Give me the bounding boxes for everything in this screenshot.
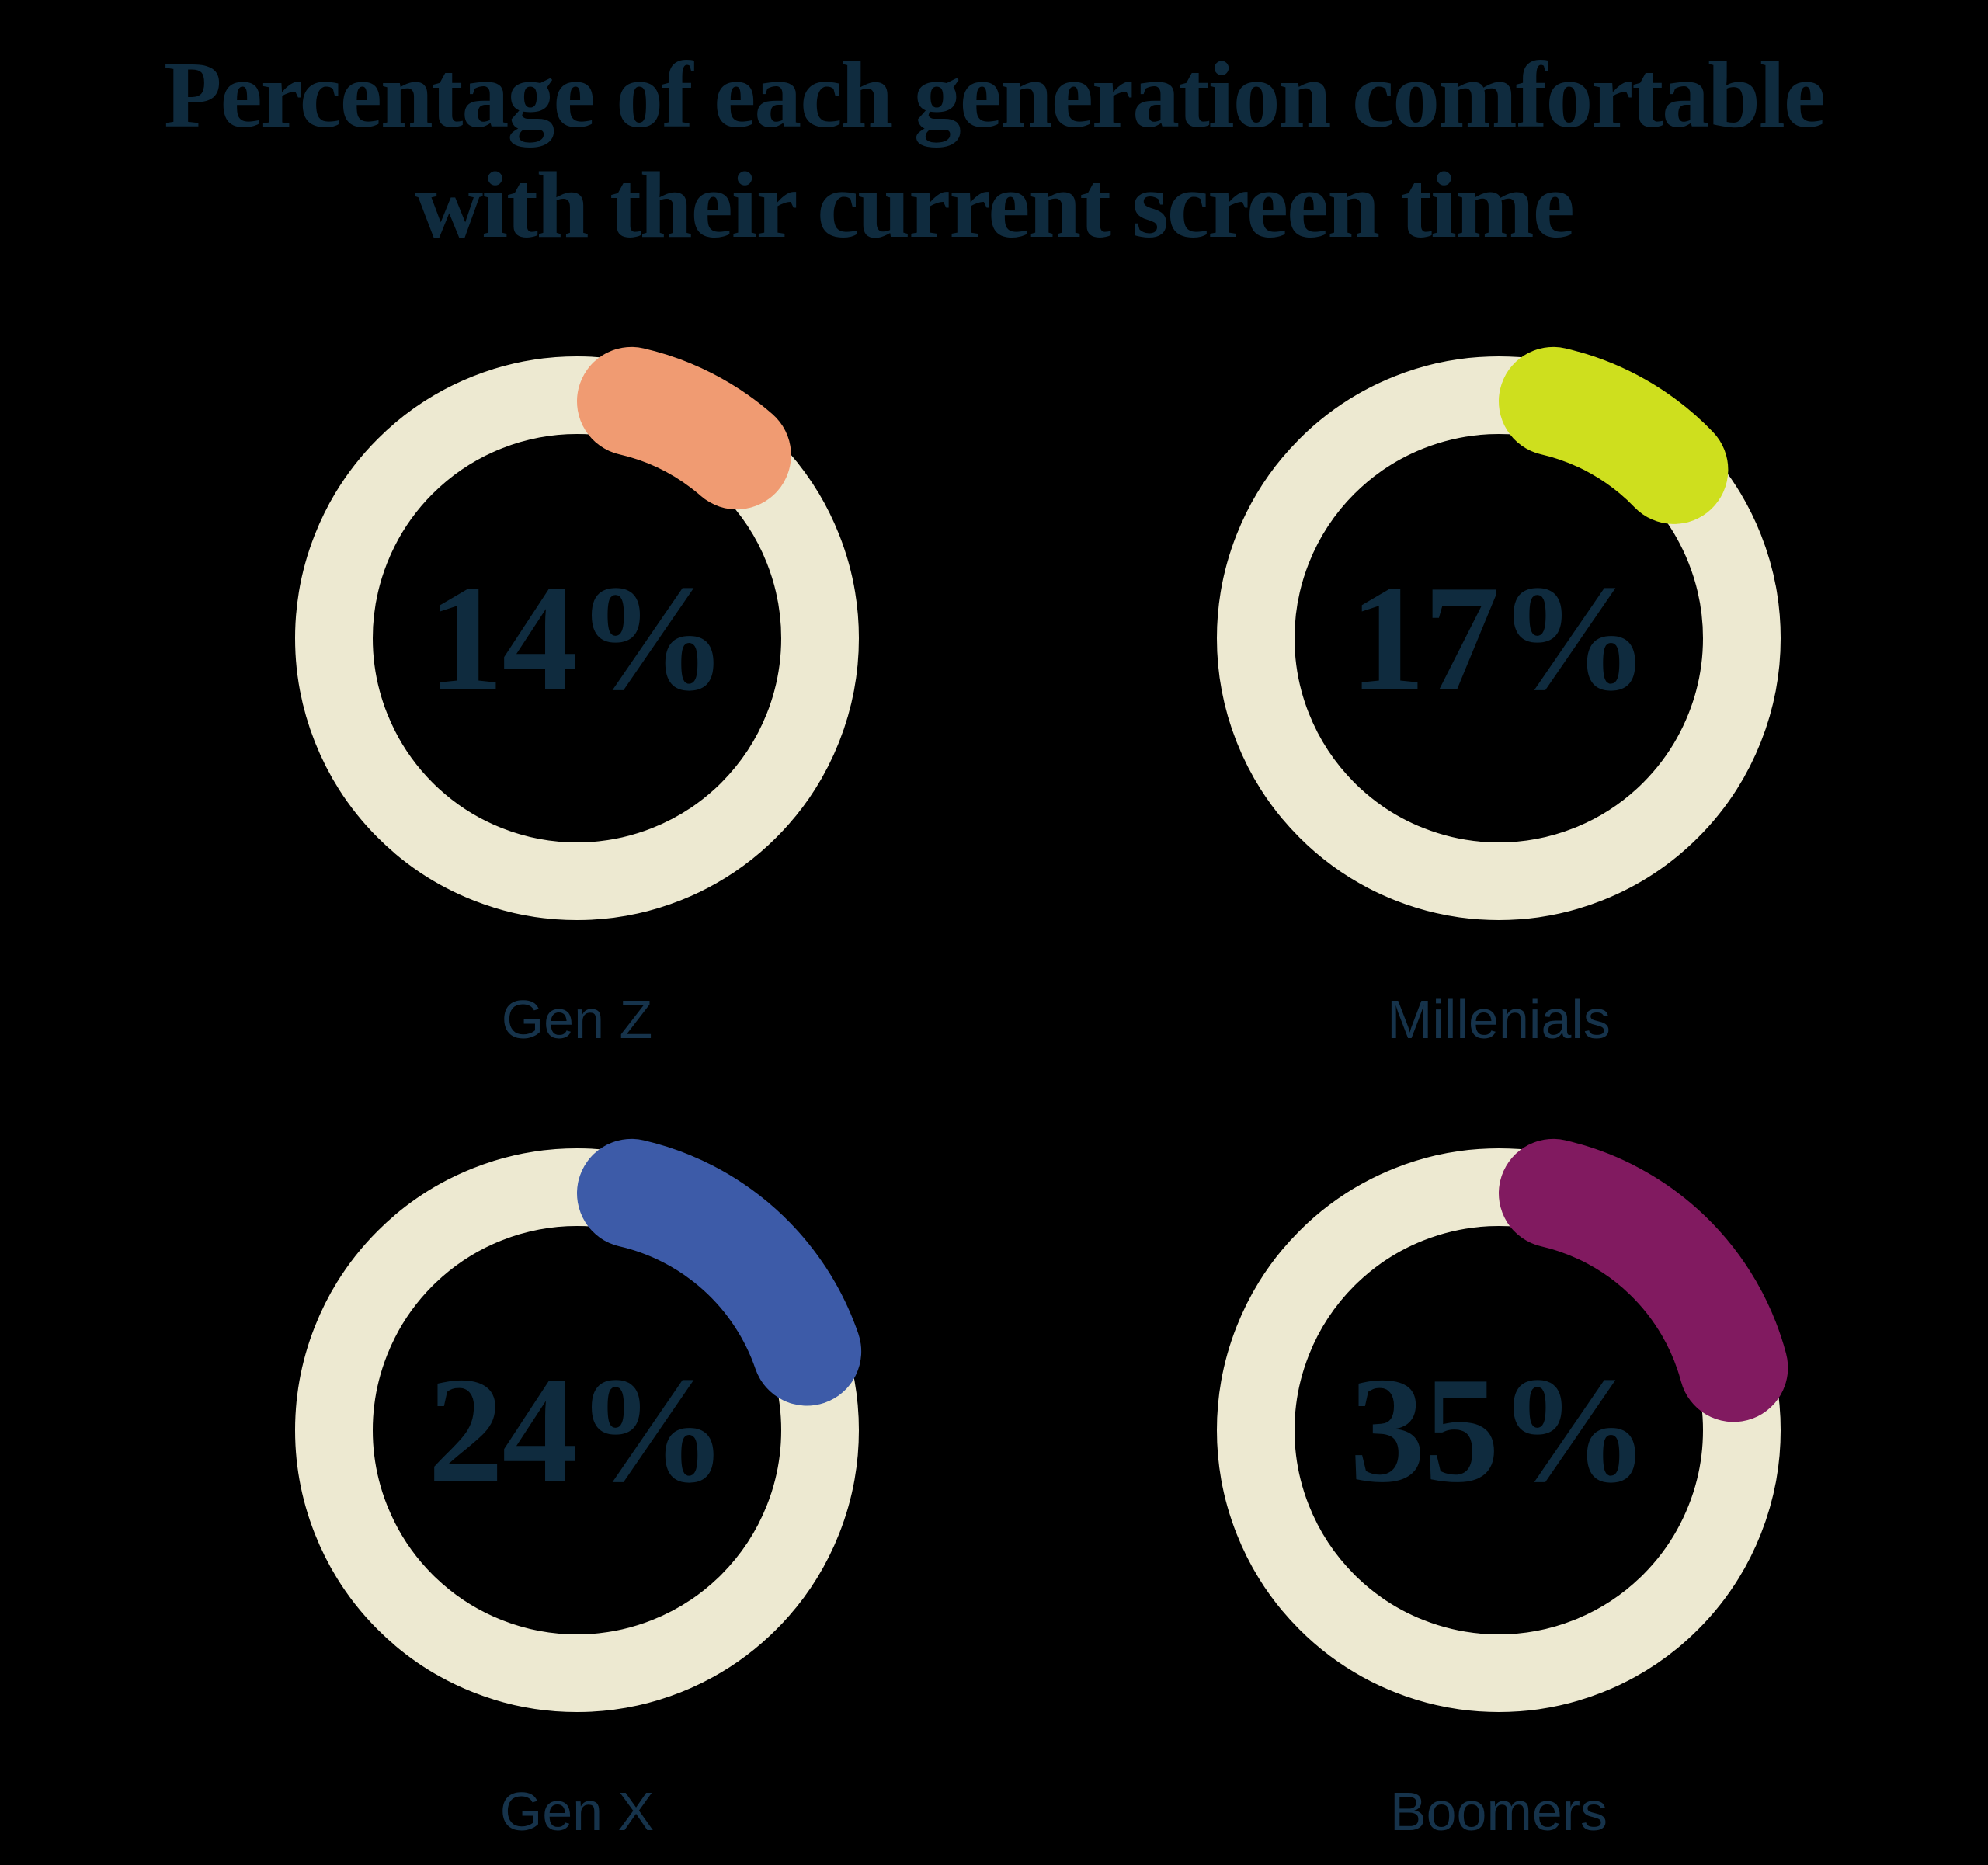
donut-ring-gen-x [295, 1138, 862, 1712]
donut-category-label: Gen Z [501, 989, 653, 1050]
chart-title-line-1: Percentage of each generation comfortabl… [163, 43, 1826, 148]
donut-ring-gen-z [295, 346, 859, 920]
donut-value-label: 35% [1350, 1346, 1649, 1514]
donut-ring-boomers [1217, 1138, 1788, 1712]
donut-progress-arc [1499, 1138, 1788, 1422]
donut-chart-boomers: 35% Boomers [1188, 1120, 1809, 1865]
donut-value-label: 24% [428, 1346, 728, 1514]
donut-category-label: Millenials [1387, 989, 1611, 1050]
donut-ring-millenials [1217, 346, 1781, 920]
donut-track-ring [1217, 1148, 1781, 1712]
donut-value-label: 17% [1350, 554, 1649, 722]
donut-chart-millenials: 17% Millenials [1188, 328, 1809, 1073]
donut-chart-gen-z: 14% Gen Z [266, 328, 888, 1073]
donut-progress-arc [577, 346, 791, 510]
donut-progress-arc [1499, 346, 1729, 524]
donut-progress-arc [577, 1138, 862, 1406]
donut-category-label: Gen X [499, 1781, 655, 1842]
donut-track-ring [295, 356, 859, 920]
chart-title: Percentage of each generation comfortabl… [0, 40, 1988, 260]
donut-chart-gen-x: 24% Gen X [266, 1120, 888, 1865]
donut-value-label: 14% [428, 554, 728, 722]
donut-category-label: Boomers [1389, 1781, 1608, 1842]
donut-track-ring [295, 1148, 859, 1712]
donut-track-ring [1217, 356, 1781, 920]
chart-title-line-2: with their current screen time [415, 152, 1575, 258]
